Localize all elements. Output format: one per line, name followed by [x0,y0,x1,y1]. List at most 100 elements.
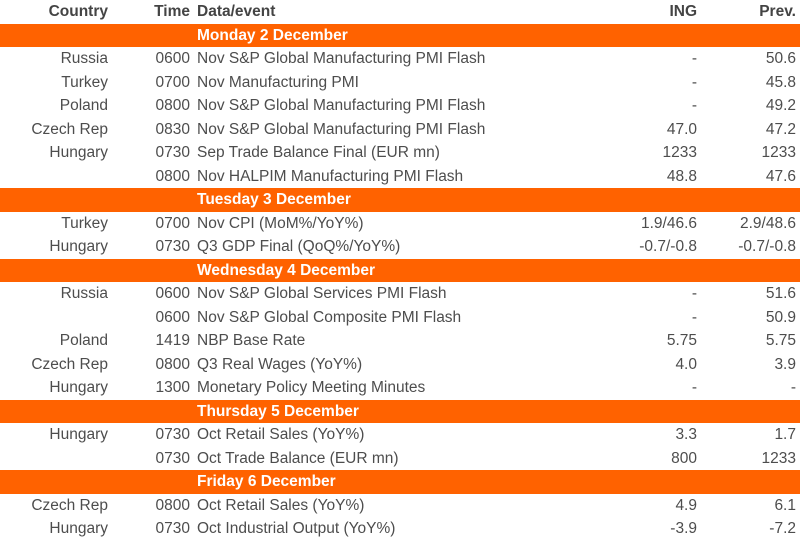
cell-country: Czech Rep [31,496,108,514]
cell-ing-forecast: 4.9 [675,496,697,514]
cell-ing-forecast: - [691,308,697,326]
cell-country [0,447,108,471]
cell-previous-value: 51.6 [765,285,796,302]
cell-time: 0600 [155,285,190,302]
table-row: Poland 0800 Nov S&P Global Manufacturing P… [0,94,800,118]
table-row: Russia 0600 Nov S&P Global Services PMI Fl… [0,282,800,306]
cell-ing-forecast: 48.8 [666,167,697,185]
cell-country: Czech Rep [31,120,108,138]
cell-time: 0700 [155,73,190,91]
cell-ing-forecast: 3.3 [675,426,697,443]
cell-data-event: Nov S&P Global Manufacturing PMI Flash [197,97,486,114]
cell-previous-value: 47.2 [765,120,796,138]
day-section-banner: Tuesday 3 December [0,188,800,212]
cell-ing-forecast: - [691,97,697,114]
cell-previous-value: 47.6 [765,167,796,185]
cell-previous-value: 45.8 [765,73,796,91]
header-data-event: Data/event [197,3,276,20]
cell-data-event: Oct Industrial Output (YoY%) [197,520,396,537]
cell-data-event: Oct Retail Sales (YoY%) [197,426,365,443]
day-section-banner: Monday 2 December [0,23,800,47]
cell-data-event: Nov CPI (MoM%/YoY%) [197,214,364,232]
cell-data-event: Q3 Real Wages (YoY%) [197,355,363,373]
cell-data-event: Nov S&P Global Services PMI Flash [197,285,447,302]
cell-country: Czech Rep [31,355,108,373]
table-row: Turkey 0700 Nov Manufacturing PMI - 45.8 [0,71,800,95]
cell-country [0,306,108,330]
cell-ing-forecast: 5.75 [666,332,697,349]
table-body: Monday 2 December Russia 0600 Nov S&P Globa… [0,23,800,541]
table-row: Czech Rep 0830 Nov S&P Global Manufacturin… [0,118,800,142]
cell-data-event: Monetary Policy Meeting Minutes [197,379,426,396]
cell-data-event: Oct Trade Balance (EUR mn) [197,449,399,467]
cell-ing-forecast: -0.7/-0.8 [639,238,697,255]
cell-previous-value: 50.9 [765,308,796,326]
cell-country: Russia [60,50,108,67]
table-row: 0800 Nov HALPIM Manufacturing PMI Flash 48… [0,165,800,189]
day-section-banner: Friday 6 December [0,470,800,494]
cell-data-event: Nov S&P Global Composite PMI Flash [197,308,462,326]
cell-previous-value: 49.2 [765,97,796,114]
table-row: Hungary 0730 Sep Trade Balance Final (EUR … [0,141,800,165]
cell-previous-value: 6.1 [774,496,796,514]
cell-time: 0600 [155,50,190,67]
cell-data-event: Q3 GDP Final (QoQ%/YoY%) [197,238,401,255]
table-row: Hungary 0730 Oct Industrial Output (YoY%) -… [0,517,800,541]
cell-country: Turkey [61,73,108,91]
cell-data-event: Oct Retail Sales (YoY%) [197,496,365,514]
cell-country: Hungary [49,426,108,443]
table-row: 0600 Nov S&P Global Composite PMI Flash - 5… [0,306,800,330]
cell-ing-forecast: 4.0 [675,355,697,373]
table-row: 0730 Oct Trade Balance (EUR mn) 800 1233 [0,447,800,471]
cell-data-event: Nov HALPIM Manufacturing PMI Flash [197,167,464,185]
table-row: Hungary 0730 Oct Retail Sales (YoY%) 3.3 1.7 [0,423,800,447]
cell-country: Russia [60,285,108,302]
cell-previous-value: 1.7 [774,426,796,443]
table-header-row: Country Time Data/event ING Prev. [0,0,800,24]
cell-time: 0800 [155,496,190,514]
table-row: Turkey 0700 Nov CPI (MoM%/YoY%) 1.9/46.6 2.9… [0,212,800,236]
cell-time: 0730 [155,520,190,537]
table-row: Hungary 1300 Monetary Policy Meeting Minut… [0,376,800,400]
cell-data-event: NBP Base Rate [197,332,306,349]
cell-data-event: Nov S&P Global Manufacturing PMI Flash [197,50,486,67]
header-country: Country [48,3,108,20]
cell-country: Hungary [49,144,108,161]
cell-time: 0800 [155,167,190,185]
cell-previous-value: -7.2 [769,520,796,537]
cell-country: Turkey [61,214,108,232]
day-section-banner: Thursday 5 December [0,399,800,423]
cell-previous-value: - [790,379,796,396]
cell-time: 1300 [155,379,190,396]
cell-time: 0800 [155,355,190,373]
cell-time: 0600 [155,308,190,326]
header-ing: ING [669,3,697,20]
header-prev: Prev. [759,3,796,20]
table-row: Poland 1419 NBP Base Rate 5.75 5.75 [0,329,800,353]
cell-ing-forecast: - [691,50,697,67]
cell-ing-forecast: -3.9 [670,520,697,537]
cell-country [0,165,108,189]
day-section-banner: Wednesday 4 December [0,258,800,282]
cell-country: Hungary [49,520,108,537]
cell-previous-value: -0.7/-0.8 [738,238,796,255]
cell-time: 0730 [155,144,190,161]
table-row: Hungary 0730 Q3 GDP Final (QoQ%/YoY%) -0.7/… [0,235,800,259]
cell-previous-value: 1233 [761,144,796,161]
cell-time: 0800 [155,97,190,114]
cell-previous-value: 5.75 [765,332,796,349]
cell-ing-forecast: 1233 [662,144,697,161]
cell-previous-value: 3.9 [774,355,796,373]
cell-ing-forecast: - [691,73,697,91]
cell-ing-forecast: 1.9/46.6 [640,214,697,232]
cell-data-event: Nov S&P Global Manufacturing PMI Flash [197,120,486,138]
table-row: Czech Rep 0800 Q3 Real Wages (YoY%) 4.0 3.9 [0,353,800,377]
cell-ing-forecast: - [691,285,697,302]
cell-time: 1419 [155,332,190,349]
cell-ing-forecast: 47.0 [666,120,697,138]
cell-country: Hungary [49,379,108,396]
cell-ing-forecast: 800 [671,449,697,467]
cell-previous-value: 1233 [761,449,796,467]
cell-time: 0730 [155,238,190,255]
